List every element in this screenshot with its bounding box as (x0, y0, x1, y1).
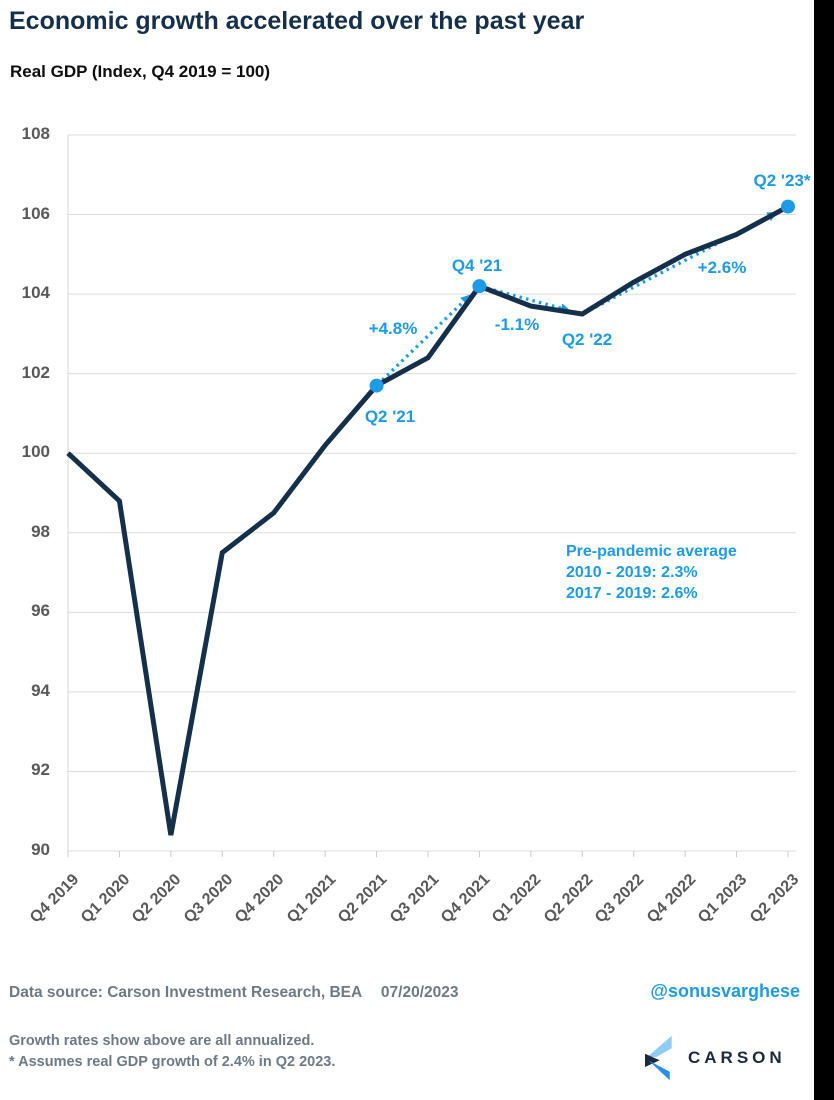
y-axis-label: 92 (31, 760, 50, 780)
data-point-label: Q2 '22 (561, 330, 613, 349)
callout-line: 2017 - 2019: 2.6% (566, 585, 698, 602)
carson-logo: CARSON (645, 1035, 786, 1081)
y-axis-label: 104 (21, 283, 50, 303)
growth-rate-label: +2.6% (697, 258, 747, 277)
y-axis-label: 96 (31, 601, 50, 621)
data-source-line: Data source: Carson Investment Research,… (9, 984, 459, 1002)
y-axis-label: 102 (21, 362, 50, 382)
y-axis-label: 106 (21, 203, 50, 223)
data-point-label: Q2 '21 (364, 407, 416, 426)
growth-rate-label: +4.8% (368, 319, 418, 338)
footnote-annualized: Growth rates show above are all annualiz… (9, 1033, 315, 1049)
y-axis-label: 108 (21, 124, 50, 143)
pre-pandemic-callout: Pre-pandemic average 2010 - 2019: 2.3% 2… (566, 541, 737, 604)
y-axis-label: 98 (31, 521, 50, 541)
callout-title: Pre-pandemic average (566, 543, 737, 560)
twitter-handle: @sonusvarghese (650, 981, 800, 1001)
data-point-label: Q4 '21 (451, 256, 503, 275)
footnote-assumption: * Assumes real GDP growth of 2.4% in Q2 … (9, 1054, 336, 1070)
y-axis-label: 94 (31, 680, 50, 700)
carson-wordmark: CARSON (688, 1048, 786, 1067)
callout-line: 2010 - 2019: 2.3% (566, 564, 698, 581)
chart-title: Economic growth accelerated over the pas… (9, 7, 585, 35)
data-point-label: Q2 '23* (753, 171, 811, 190)
data-source-text: Data source: Carson Investment Research,… (9, 984, 362, 1001)
carson-logo-icon (645, 1035, 672, 1081)
footnotes: Growth rates show above are all annualiz… (9, 1031, 335, 1073)
publish-date: 07/20/2023 (380, 984, 459, 1001)
growth-rate-label: -1.1% (494, 315, 540, 334)
y-axis-label: 100 (21, 442, 50, 462)
right-edge-black-strip (814, 0, 834, 1100)
y-axis-label: 90 (31, 840, 50, 859)
chart-canvas (66, 134, 796, 857)
chart-subtitle: Real GDP (Index, Q4 2019 = 100) (10, 62, 271, 81)
